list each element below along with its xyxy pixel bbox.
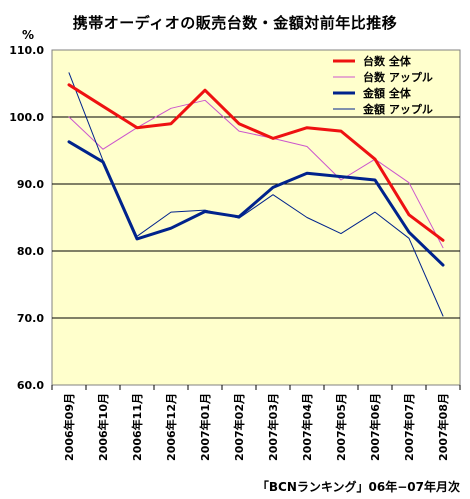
y-tick-label: 100.0 [9,111,44,124]
x-tick-label: 2006年09月 [62,393,76,461]
x-tick-label: 2007年03月 [266,393,280,461]
x-tick-label: 2007年01月 [198,393,212,461]
legend-label: 台数 アップル [363,70,433,84]
y-tick-label: 90.0 [17,178,44,191]
x-tick-label: 2006年12月 [164,393,178,461]
source-note: 「BCNランキング」06年−07年月次 [256,480,460,494]
plot-area [51,49,461,386]
x-tick-label: 2007年05月 [334,393,348,461]
legend-label: 金額 アップル [362,102,433,116]
x-tick-label: 2007年02月 [232,393,246,461]
y-tick-label: 60.0 [17,379,44,392]
x-tick-label: 2007年08月 [436,393,450,461]
series-line [67,83,445,242]
legend-label: 金額 全体 [362,86,412,100]
chart-title: 携帯オーディオの販売台数・金額対前年比推移 [72,14,398,32]
y-tick-label: 80.0 [17,245,44,258]
legend-label: 台数 全体 [363,54,412,68]
series-line [68,99,444,249]
x-tick-label: 2006年10月 [96,393,110,461]
y-tick-label: 70.0 [17,312,44,325]
x-tick-label: 2006年11月 [130,393,144,461]
y-axis-unit-label: % [22,28,35,42]
y-tick-label: 110.0 [9,44,44,57]
series-line [67,140,445,267]
x-tick-label: 2007年04月 [300,393,314,461]
x-tick-label: 2007年07月 [402,393,416,461]
x-tick-label: 2007年06月 [368,393,382,461]
